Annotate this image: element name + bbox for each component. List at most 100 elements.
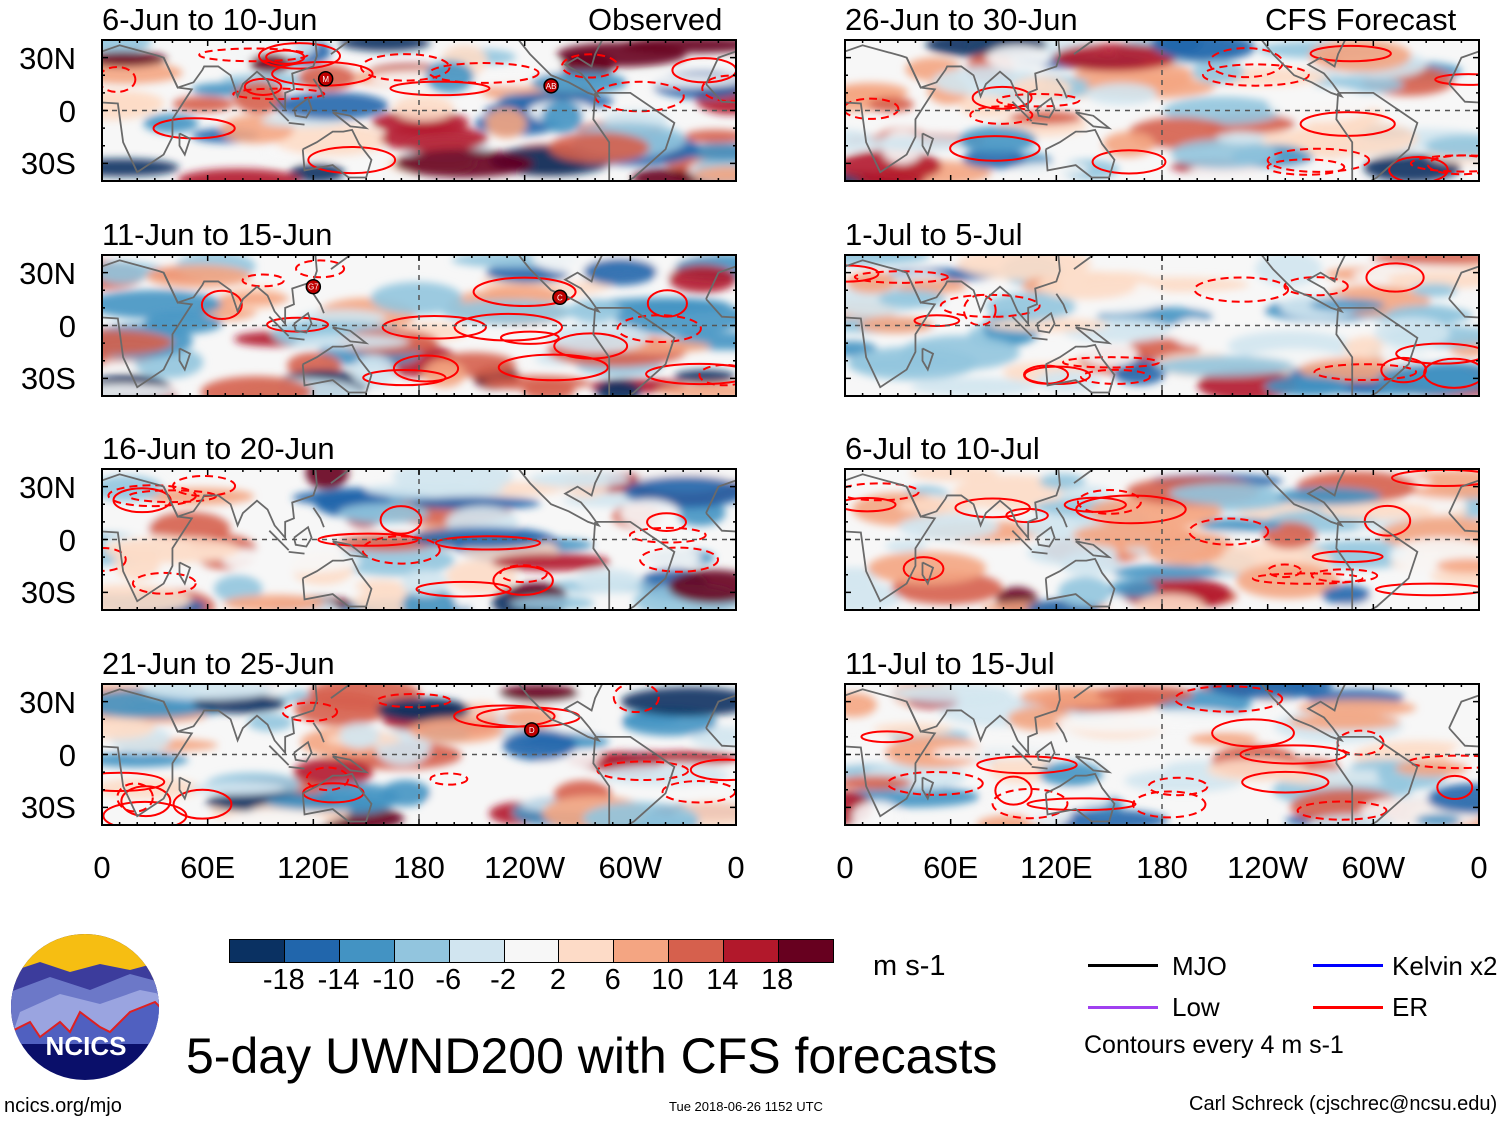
- anomaly-shading: [502, 729, 577, 761]
- coastline: [1075, 755, 1113, 774]
- er-contour: [1211, 718, 1295, 748]
- lon-label: 120E: [1020, 850, 1093, 885]
- anomaly-shading: [845, 255, 931, 266]
- colorbar-label: 10: [651, 964, 684, 996]
- url-text: ncics.org/mjo: [4, 1095, 122, 1117]
- er-contour: [628, 526, 707, 544]
- coastline: [1335, 735, 1419, 825]
- legend-low-line: [1088, 1006, 1158, 1009]
- lon-label: 0: [727, 850, 745, 885]
- anomaly-shading: [1020, 686, 1124, 708]
- anomaly-shading: [1275, 487, 1382, 506]
- colorbar-swatch: [283, 940, 339, 962]
- er-contour: [232, 87, 326, 101]
- legend-kelvin-line: [1313, 964, 1383, 967]
- er-contour: [172, 788, 233, 820]
- er-contour: [1251, 572, 1364, 585]
- anomaly-shading: [102, 260, 149, 284]
- anomaly-shading: [541, 100, 583, 134]
- anomaly-shading: [897, 497, 978, 515]
- anomaly-shading: [1172, 318, 1215, 347]
- coastline: [1260, 40, 1347, 99]
- colorbar-label: 2: [549, 964, 566, 996]
- er-contour: [198, 47, 309, 63]
- coastline: [592, 306, 676, 396]
- anomaly-shading: [218, 292, 290, 306]
- anomaly-shading: [1012, 162, 1090, 175]
- anomaly-shading: [411, 527, 550, 549]
- anomaly-shading: [429, 787, 476, 816]
- anomaly-shading: [845, 775, 913, 791]
- er-contour: [1434, 73, 1479, 86]
- colorbar-label: 18: [761, 964, 794, 996]
- anomaly-shading: [370, 281, 463, 315]
- anomaly-shading: [885, 539, 927, 553]
- anomaly-shading: [293, 757, 373, 788]
- anomaly-shading: [177, 168, 302, 181]
- er-contour: [1063, 496, 1127, 513]
- er-contour: [996, 93, 1081, 108]
- er-contour: [472, 276, 577, 308]
- anomaly-shading: [693, 165, 736, 181]
- anomaly-shading: [1039, 761, 1103, 787]
- storm-label: AB: [546, 82, 557, 91]
- anomaly-shading: [529, 470, 630, 488]
- anomaly-shading: [338, 40, 431, 52]
- er-contour: [962, 294, 997, 327]
- er-contour: [492, 565, 554, 596]
- er-contour: [152, 117, 236, 140]
- er-contour: [428, 62, 540, 84]
- anomaly-shading: [1206, 758, 1307, 781]
- er-contour: [1296, 800, 1388, 821]
- coastline: [102, 259, 194, 389]
- anomaly-shading: [909, 469, 999, 482]
- anomaly-shading: [102, 383, 178, 396]
- coastline: [288, 121, 305, 126]
- coastline: [1335, 520, 1419, 610]
- er-contour: [102, 547, 127, 572]
- lon-label: 0: [836, 850, 854, 885]
- er-contour: [1309, 44, 1392, 63]
- er-contour: [1241, 770, 1330, 794]
- map-panel: [844, 39, 1480, 182]
- er-contour: [362, 369, 447, 387]
- er-contour: [949, 135, 1041, 162]
- anomaly-shading: [1086, 82, 1158, 106]
- er-contour: [1075, 494, 1187, 525]
- lat-label: 30N: [19, 684, 76, 720]
- coastline: [178, 132, 192, 157]
- anomaly-shading: [1216, 131, 1267, 145]
- er-contour: [561, 53, 619, 79]
- colorbar-swatch: [448, 940, 504, 962]
- anomaly-shading: [102, 51, 168, 67]
- coastline: [845, 259, 937, 389]
- coastline: [102, 44, 194, 174]
- er-contour: [317, 532, 419, 547]
- coastline: [293, 740, 313, 763]
- legend-kelvin-label: Kelvin x2: [1392, 951, 1498, 981]
- colorbar-label: -6: [435, 964, 462, 996]
- lon-label: 180: [1136, 850, 1188, 885]
- anomaly-shading: [275, 92, 389, 120]
- anomaly-shading: [402, 569, 448, 597]
- coastline: [921, 561, 935, 586]
- er-contour: [499, 330, 560, 345]
- coastline: [162, 469, 318, 541]
- anomaly-shading: [1056, 711, 1183, 733]
- coastline: [905, 255, 1061, 327]
- er-contour: [1026, 797, 1137, 812]
- anomaly-shading: [582, 802, 699, 825]
- er-contour: [281, 701, 339, 723]
- coastline: [1031, 336, 1048, 341]
- anomaly-shading: [846, 271, 897, 294]
- er-contour: [102, 800, 188, 825]
- coastline: [312, 722, 325, 743]
- coastline: [293, 96, 313, 119]
- anomaly-shading: [392, 469, 514, 494]
- anomaly-shading: [223, 594, 324, 610]
- coastline: [102, 688, 194, 818]
- panel-title: 11-Jul to 15-Jul: [845, 646, 1055, 681]
- lat-label: 30S: [20, 790, 76, 826]
- coastline: [268, 745, 290, 766]
- colorbar-swatch: [338, 940, 394, 962]
